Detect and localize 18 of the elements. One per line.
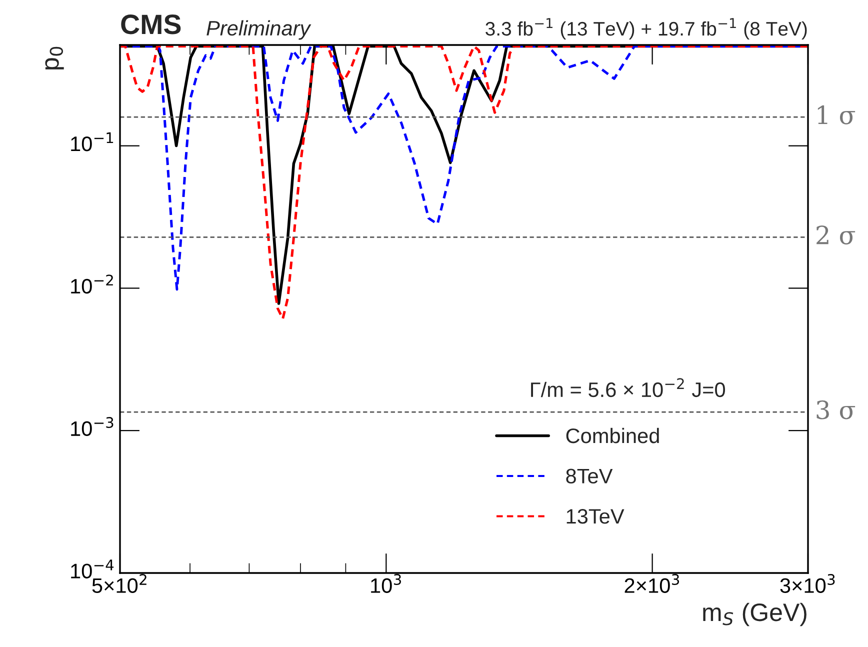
legend-label: Combined [566,428,659,444]
y-tick-label: 10$^{−3}$ [71,417,114,436]
text: Preliminary [206,20,312,40]
x-axis-title: m$_{S}$ (GeV) [703,602,806,626]
annotation: Γ/m = 5.6 × 10$^{−2}$ J=0 [531,378,726,398]
x-tick-label: 10$^{3}$ [371,574,401,594]
text: CMS [121,14,181,34]
y-tick-label: 10$^{−1}$ [71,132,114,152]
ref-line-label: 1 σ [818,105,856,124]
ref-line-label: 2 σ [816,226,856,244]
ref-line-label: 3 σ [816,400,856,420]
y-axis-title: p$_{0}$ [45,46,64,70]
text: 3.3 fb$^{−1}$ (13 TeV) + 19.7 fb$^{−1}$ (8 TeV) [486,18,807,40]
x-tick-label: 3×10$^{3}$ [780,574,835,594]
y-tick-label: 10$^{−2}$ [71,274,113,294]
x-tick-label: 2×10$^{3}$ [624,574,680,594]
legend-label: 8TeV [566,468,613,484]
legend-label: 13TeV [566,508,624,524]
